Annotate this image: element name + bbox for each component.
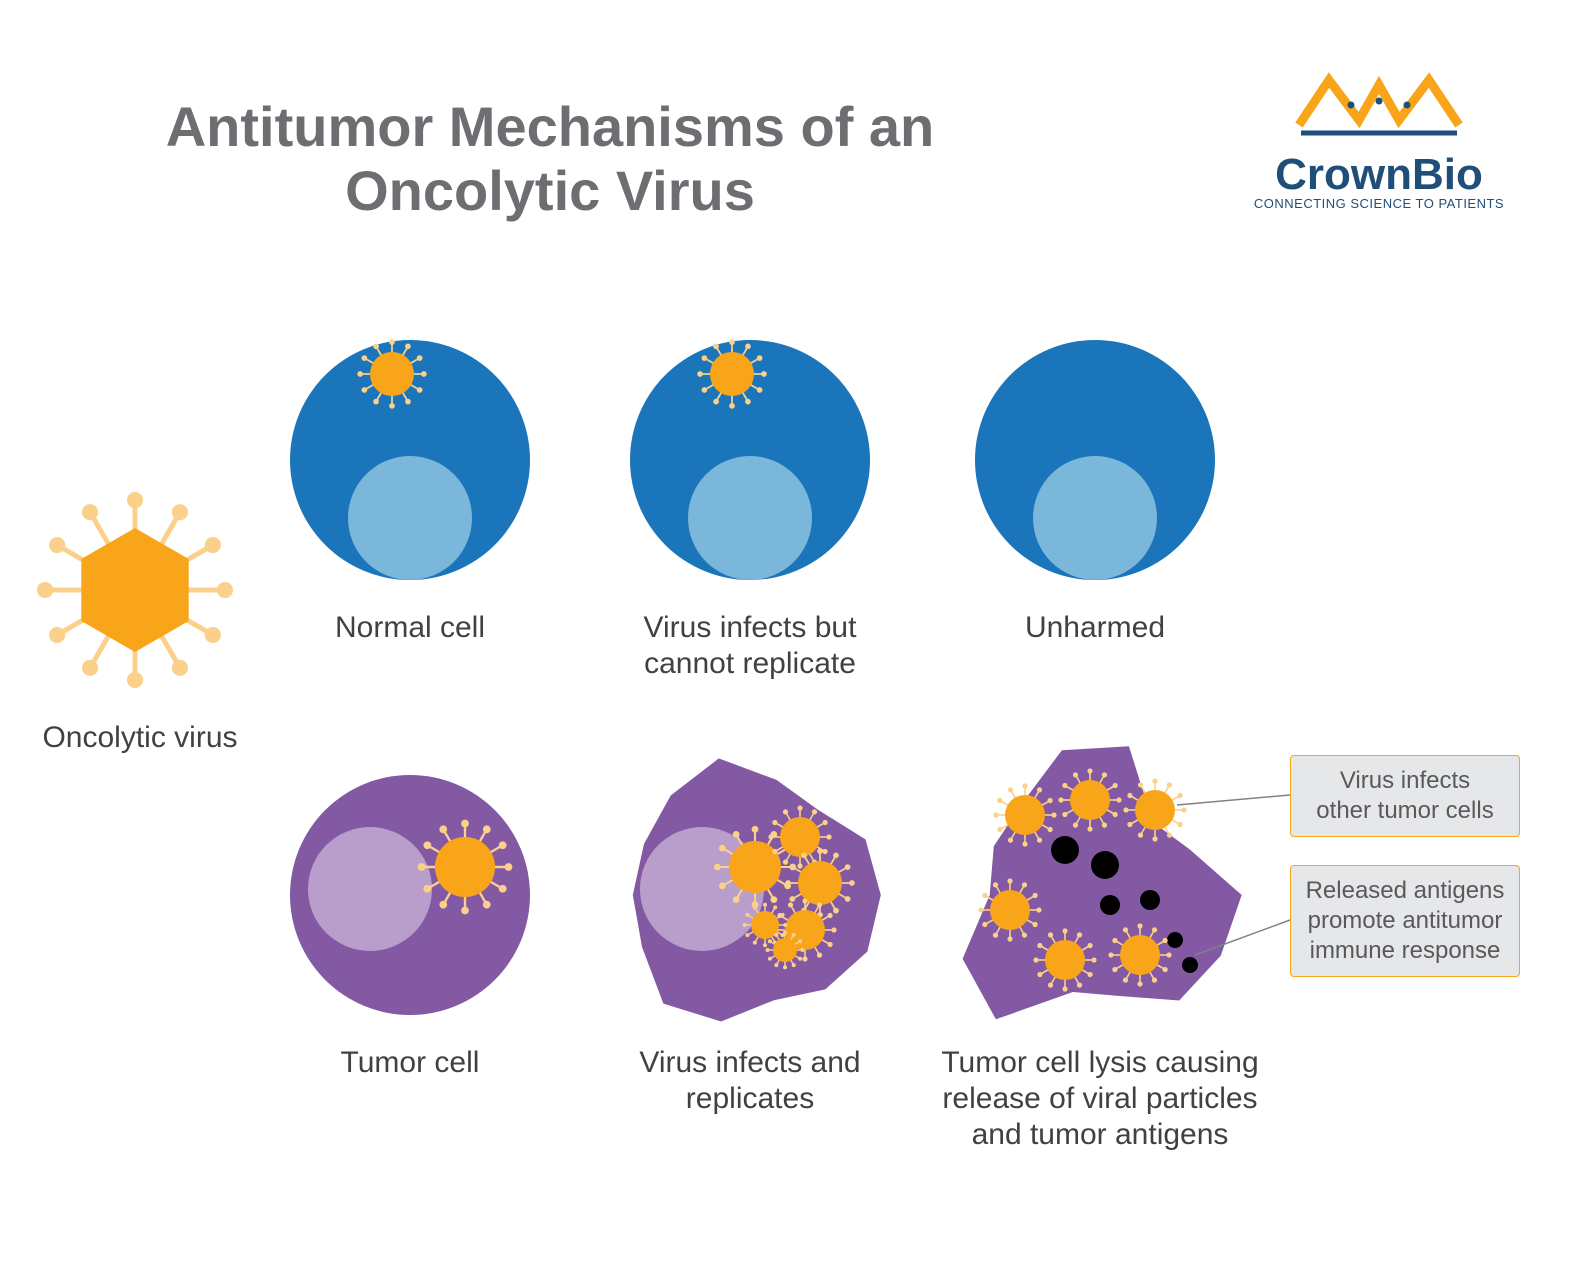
caption-virus: Oncolytic virus [35,720,245,756]
leader-line [1177,795,1290,805]
callout-virus-spread: Virus infects other tumor cells [1290,755,1520,837]
antigen-dot [1167,932,1183,948]
callout-antigen-release: Released antigens promote antitumor immu… [1290,865,1520,977]
antigen-dot [1140,890,1160,910]
antigen-dot [1091,851,1119,879]
antigen-dot [1100,895,1120,915]
antigen-dot [1182,957,1198,973]
caption-tumor-infect: Virus infects and replicates [620,1045,880,1117]
caption-normal-infect: Virus infects but cannot replicate [620,610,880,682]
tumor-cell-lysed [963,746,1290,1019]
virus-icon [37,492,233,688]
normal-cell [630,339,870,580]
caption-unharmed: Unharmed [965,610,1225,646]
tumor-cell [290,775,530,1015]
normal-cell [975,340,1215,580]
caption-tumor-cell: Tumor cell [280,1045,540,1081]
antigen-dot [1051,836,1079,864]
normal-cell [290,339,530,580]
caption-normal-cell: Normal cell [280,610,540,646]
caption-tumor-lysis: Tumor cell lysis causing release of vira… [930,1045,1270,1153]
tumor-cell-replicating [633,758,881,1021]
